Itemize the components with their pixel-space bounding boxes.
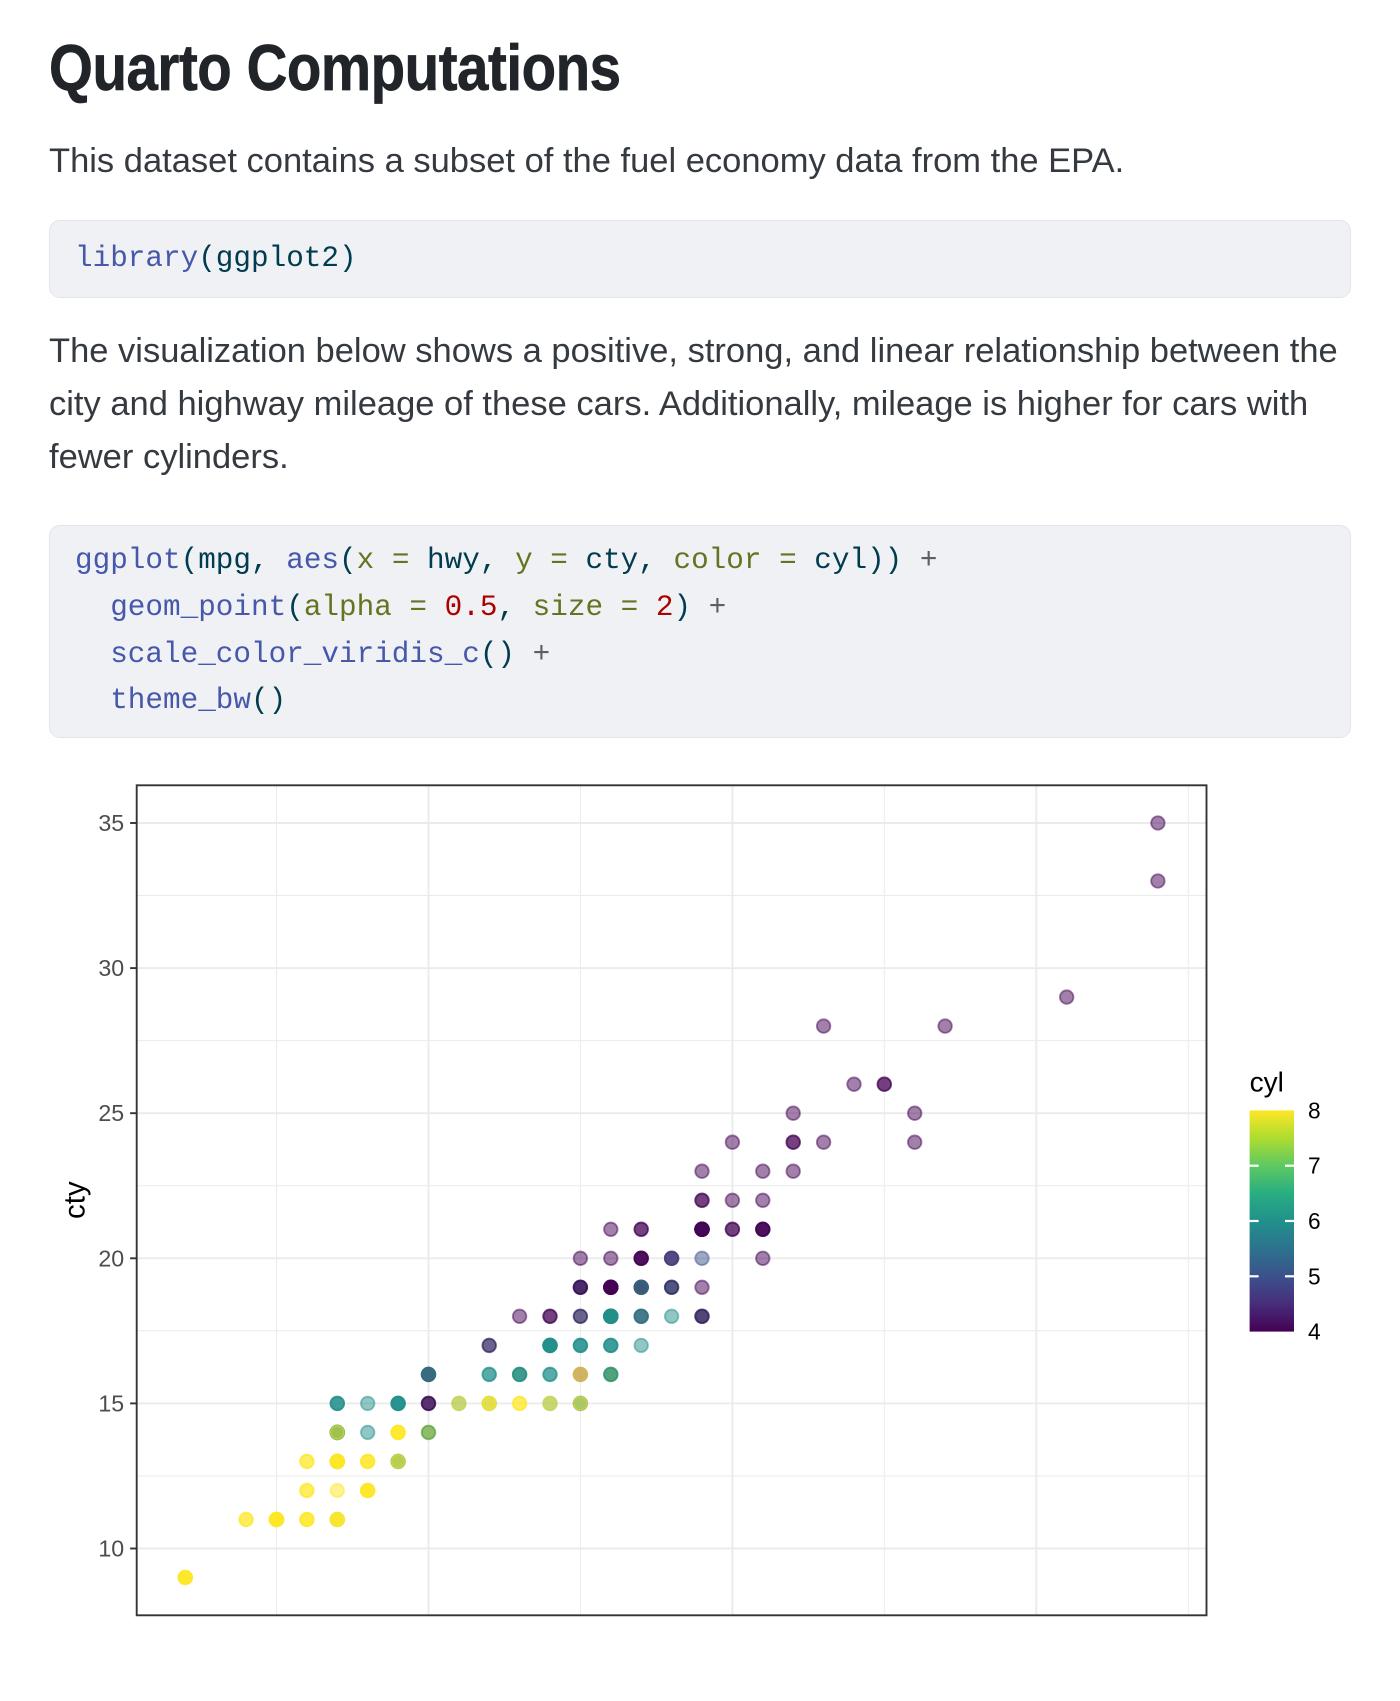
svg-text:20: 20 — [98, 1245, 124, 1271]
svg-text:6: 6 — [1308, 1208, 1321, 1234]
svg-text:8: 8 — [1308, 1097, 1321, 1123]
svg-text:15: 15 — [98, 1390, 124, 1416]
svg-text:25: 25 — [98, 1100, 124, 1126]
svg-text:cty: cty — [59, 1181, 92, 1219]
svg-text:35: 35 — [98, 810, 124, 836]
svg-text:7: 7 — [1308, 1153, 1321, 1179]
svg-text:cyl: cyl — [1250, 1066, 1284, 1097]
svg-text:10: 10 — [98, 1535, 124, 1561]
svg-text:30: 30 — [98, 955, 124, 981]
svg-text:4: 4 — [1308, 1318, 1321, 1344]
svg-text:5: 5 — [1308, 1263, 1321, 1289]
